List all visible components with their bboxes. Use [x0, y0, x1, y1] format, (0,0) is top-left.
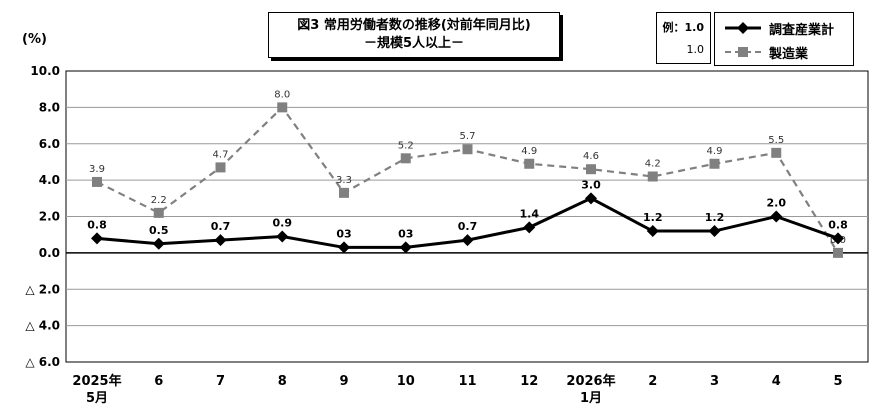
data-point-diamond	[276, 230, 289, 243]
data-point-square	[647, 171, 658, 182]
x-tick-label: 1月	[580, 391, 602, 406]
data-label: 3.9	[89, 164, 105, 175]
example-label-bold: 例：1.0	[662, 21, 705, 34]
data-label: 0.7	[458, 220, 478, 233]
x-tick-label: 11	[458, 374, 476, 389]
data-label: 1.2	[643, 211, 663, 224]
data-point-diamond	[708, 225, 721, 238]
data-label: 5.5	[768, 135, 784, 146]
x-tick-label: 8	[278, 374, 287, 389]
data-point-diamond	[461, 234, 474, 247]
x-tick-label: 2025年	[72, 373, 121, 389]
data-point-square	[92, 176, 102, 187]
data-point-diamond	[214, 234, 227, 247]
x-tick-label: 2	[648, 374, 657, 389]
y-axis-label: (%)	[22, 32, 47, 47]
y-tick-label: 8.0	[39, 100, 60, 114]
data-point-square	[215, 162, 226, 173]
data-label: 3.0	[581, 178, 601, 191]
data-point-diamond	[523, 221, 536, 234]
legend-swatch-solid-diamond	[725, 22, 761, 34]
legend-item-series-1: 調査産業計	[723, 19, 835, 38]
data-point-square	[339, 187, 349, 198]
data-label: 8.0	[274, 89, 290, 100]
data-point-diamond	[91, 232, 103, 245]
data-label: 0.7	[211, 220, 231, 233]
data-point-diamond	[338, 241, 350, 254]
legend-swatch-dashed-square	[725, 47, 761, 57]
x-tick-label: 3	[710, 374, 719, 389]
data-label: 5.2	[398, 140, 414, 151]
data-label: 0.8	[87, 218, 107, 231]
data-point-square	[709, 158, 720, 169]
x-tick-label: 2026年	[566, 373, 615, 389]
y-tick-label: 0.0	[39, 246, 60, 260]
data-label: 2.0	[767, 197, 787, 210]
y-tick-label: 6.0	[39, 137, 60, 151]
data-point-diamond	[646, 225, 659, 238]
data-point-square	[771, 147, 782, 158]
x-tick-label: 10	[397, 374, 415, 389]
chart-title-box: 図3 常用労働者数の推移(対前年同月比) －規模5人以上－	[268, 12, 560, 58]
x-tick-label: 9	[339, 374, 348, 389]
data-label: 4.7	[213, 149, 229, 160]
data-point-square	[153, 207, 164, 218]
data-label: 1.4	[520, 207, 540, 220]
data-label: 4.2	[645, 158, 661, 169]
data-point-square	[277, 102, 288, 113]
x-tick-label: 4	[772, 374, 781, 389]
y-tick-label: △ 2.0	[25, 282, 60, 296]
example-box: 例：1.0 1.0	[656, 12, 711, 64]
x-tick-label: 7	[216, 374, 225, 389]
x-tick-label: 5月	[86, 391, 108, 406]
data-label: 03	[336, 227, 351, 240]
data-label: 1.2	[705, 211, 725, 224]
legend-label-series-1: 調査産業計	[769, 22, 835, 38]
data-point-diamond	[152, 237, 165, 250]
data-label: 4.9	[707, 146, 723, 157]
x-tick-label: 12	[520, 374, 538, 389]
data-point-diamond	[832, 232, 844, 245]
y-tick-label: 10.0	[30, 64, 60, 78]
data-point-square	[400, 153, 411, 164]
chart-subtitle: －規模5人以上－	[363, 36, 465, 51]
data-point-diamond	[399, 241, 412, 254]
data-point-diamond	[585, 192, 597, 205]
x-tick-label: 5	[833, 374, 842, 389]
y-tick-label: 2.0	[39, 210, 60, 224]
data-point-square	[586, 164, 596, 175]
data-label: 3.3	[336, 175, 352, 186]
data-label: 0.5	[149, 224, 169, 237]
data-label: 03	[398, 227, 413, 240]
data-label: 0.8	[828, 218, 848, 231]
example-label-plain: 1.0	[686, 43, 705, 56]
legend-label-series-2: 製造業	[769, 46, 809, 62]
data-point-square	[462, 144, 473, 155]
chart-title: 図3 常用労働者数の推移(対前年同月比)	[297, 18, 531, 33]
data-label: 4.6	[583, 151, 599, 162]
data-label: 5.7	[460, 131, 476, 142]
data-point-square	[833, 247, 843, 258]
y-tick-label: 4.0	[39, 173, 60, 187]
y-tick-label: △ 6.0	[25, 355, 60, 369]
data-label: 4.9	[521, 146, 537, 157]
data-label: 2.2	[151, 195, 167, 206]
x-tick-label: 6	[154, 374, 163, 389]
data-point-diamond	[770, 210, 783, 223]
y-tick-label: △ 4.0	[25, 319, 60, 333]
data-label: 0.9	[273, 217, 293, 230]
legend: 調査産業計 製造業	[714, 12, 854, 66]
data-point-square	[524, 158, 535, 169]
legend-item-series-2: 製造業	[723, 43, 809, 62]
